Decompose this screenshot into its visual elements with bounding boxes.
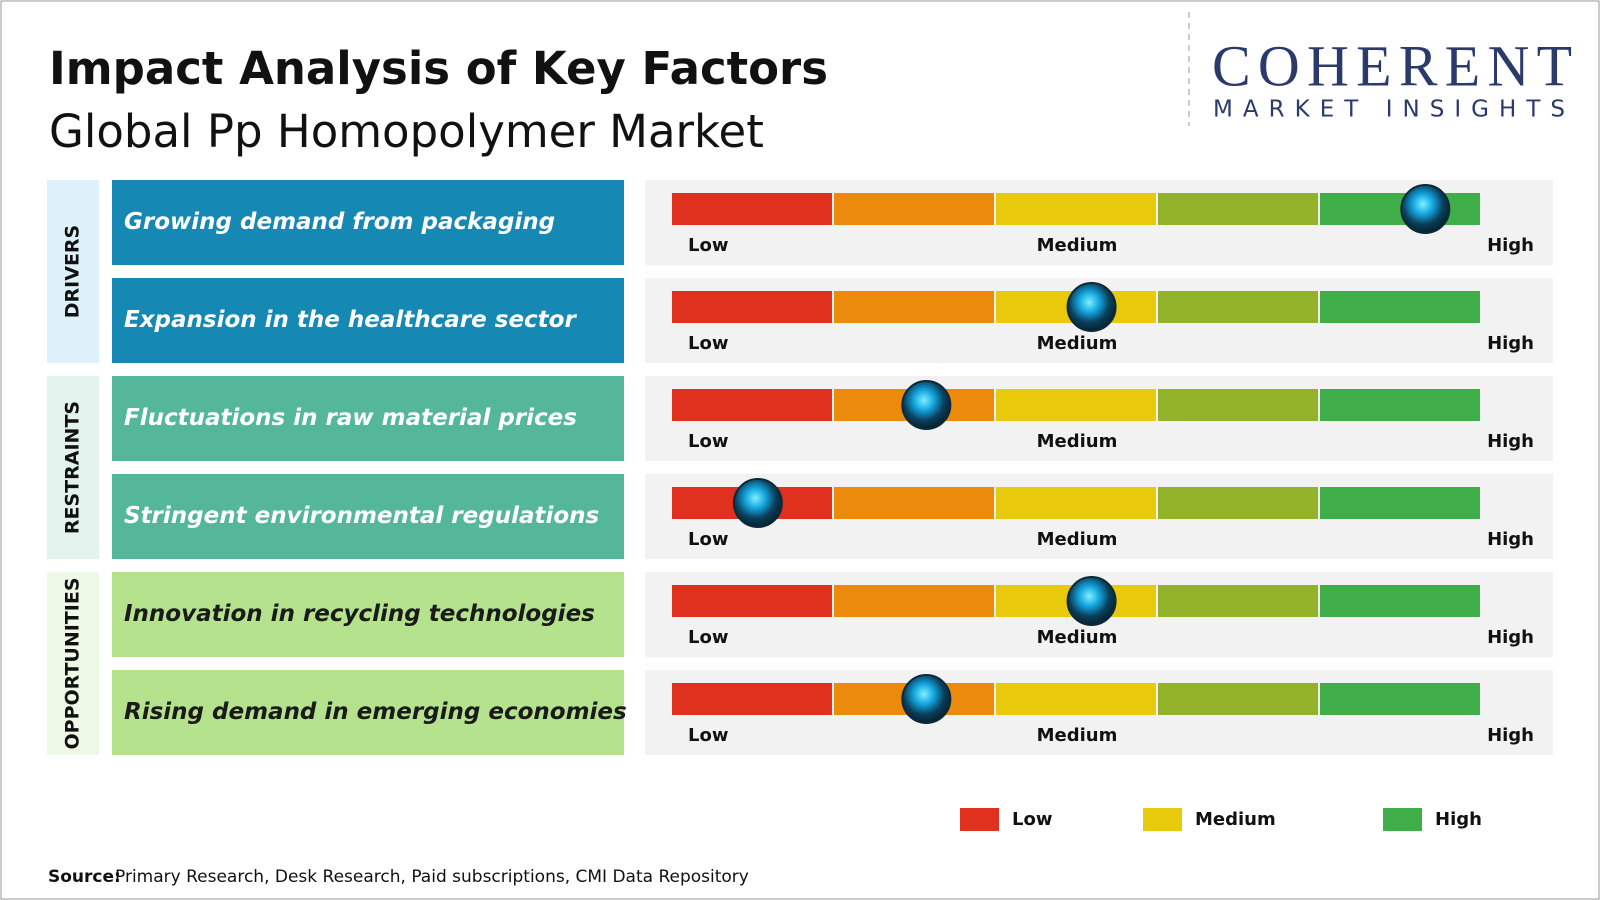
impact-knob	[901, 674, 952, 724]
factor-box	[112, 376, 624, 461]
group-band	[47, 180, 99, 363]
scale-label: Low	[688, 725, 728, 746]
gauge-segment	[1320, 683, 1480, 715]
gauge-segment	[1320, 193, 1480, 225]
scale-label: Medium	[1037, 431, 1118, 452]
group-band	[47, 572, 99, 755]
logo-name: COHERENT	[1212, 33, 1572, 98]
group-label: OPPORTUNITIES	[62, 578, 84, 750]
factor-box	[112, 278, 624, 363]
gauge-segment	[834, 585, 994, 617]
gauge-segment	[834, 291, 994, 323]
scale-label: Low	[688, 333, 728, 354]
gauge-segment	[1158, 291, 1318, 323]
group-label: DRIVERS	[62, 225, 84, 318]
factor-text: Innovation in recycling technologies	[124, 601, 595, 627]
gauge-segment	[996, 487, 1156, 519]
scale-label: High	[1487, 529, 1534, 550]
factor-box	[112, 180, 624, 265]
factor-text: Rising demand in emerging economies	[124, 699, 627, 725]
impact-knob	[732, 478, 783, 528]
gauge-segment	[1158, 487, 1318, 519]
factor-box	[112, 474, 624, 559]
scale-label: High	[1487, 431, 1534, 452]
gauge-segment	[1158, 193, 1318, 225]
legend-swatch	[960, 808, 999, 831]
factor-text: Growing demand from packaging	[124, 209, 555, 235]
gauge-segment	[1158, 585, 1318, 617]
legend-label: Low	[1012, 809, 1052, 830]
logo-tagline: MARKET INSIGHTS	[1213, 97, 1573, 123]
scale-label: High	[1487, 627, 1534, 648]
gauge-segment	[1320, 389, 1480, 421]
scale-label: High	[1487, 333, 1534, 354]
scale-label: Medium	[1037, 529, 1118, 550]
gauge-segment	[1320, 291, 1480, 323]
scale-label: High	[1487, 235, 1534, 256]
title: Impact Analysis of Key Factors	[49, 42, 828, 95]
group-band	[47, 376, 99, 559]
impact-knob	[901, 380, 952, 430]
gauge-segment	[672, 291, 832, 323]
gauge-segment	[1320, 585, 1480, 617]
scale-label: Low	[688, 235, 728, 256]
gauge-segment	[834, 487, 994, 519]
factor-box	[112, 572, 624, 657]
legend-swatch	[1143, 808, 1182, 831]
scale-label: Medium	[1037, 725, 1118, 746]
legend-label: Medium	[1195, 809, 1276, 830]
gauge-segment	[672, 683, 832, 715]
scale-label: Low	[688, 431, 728, 452]
scale-label: Low	[688, 529, 728, 550]
gauge-segment	[996, 193, 1156, 225]
gauge-segment	[834, 193, 994, 225]
scale-label: Medium	[1037, 627, 1118, 648]
gauge-segment	[1158, 683, 1318, 715]
gauge-segment	[996, 683, 1156, 715]
factor-box	[112, 670, 624, 755]
legend-label: High	[1435, 809, 1482, 830]
factor-text: Expansion in the healthcare sector	[124, 307, 577, 333]
scale-label: Medium	[1037, 235, 1118, 256]
gauge-segment	[1158, 389, 1318, 421]
factor-text: Fluctuations in raw material prices	[124, 405, 577, 431]
gauge-segment	[672, 389, 832, 421]
source-text: Primary Research, Desk Research, Paid su…	[115, 867, 749, 887]
gauge-segment	[1320, 487, 1480, 519]
impact-knob	[1066, 576, 1117, 626]
gauge-segment	[672, 585, 832, 617]
scale-label: High	[1487, 725, 1534, 746]
gauge-segment	[996, 389, 1156, 421]
gauge-segment	[672, 193, 832, 225]
group-label: RESTRAINTS	[62, 401, 84, 534]
scale-label: Medium	[1037, 333, 1118, 354]
legend-swatch	[1383, 808, 1422, 831]
impact-knob	[1400, 184, 1451, 234]
scale-label: Low	[688, 627, 728, 648]
impact-knob	[1066, 282, 1117, 332]
source-label: Source:	[48, 867, 121, 887]
subtitle: Global Pp Homopolymer Market	[49, 105, 764, 158]
factor-text: Stringent environmental regulations	[124, 503, 599, 529]
